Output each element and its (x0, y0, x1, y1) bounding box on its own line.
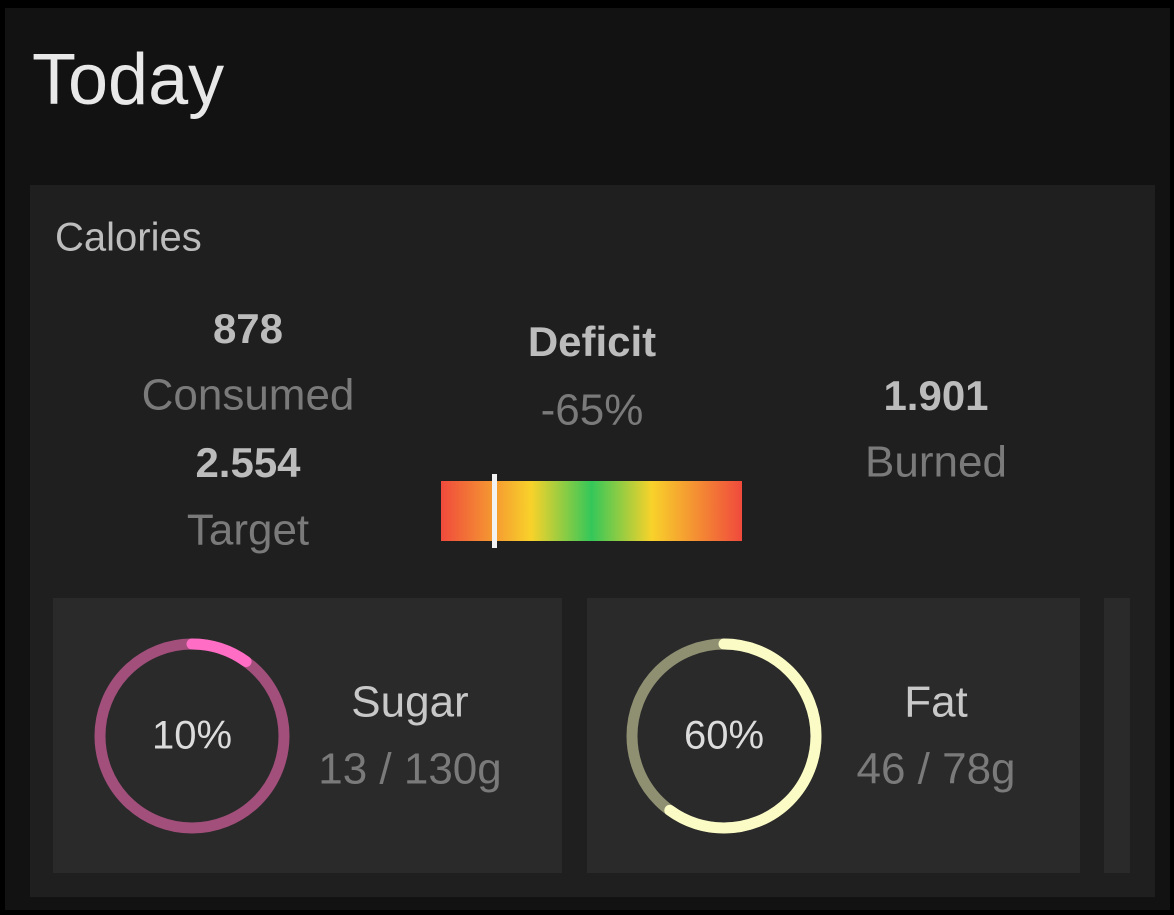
deficit-bar (441, 481, 742, 541)
burned-label: Burned (865, 438, 1007, 487)
macro-card (53, 598, 562, 873)
target-value: 2.554 (195, 439, 301, 486)
consumed-value: 878 (213, 305, 283, 352)
ring-progress (626, 638, 822, 834)
deficit-value: -65% (541, 386, 644, 435)
ring-percent: 60% (684, 714, 764, 758)
consumed-label: Consumed (142, 371, 355, 420)
macro-amount: 13 / 130g (318, 745, 502, 794)
macro-card-partial (1104, 598, 1130, 873)
burned-value: 1.901 (883, 372, 988, 419)
deficit-marker (492, 474, 497, 548)
card-title: Calories (55, 216, 202, 260)
ring-progress (94, 638, 290, 834)
page-title: Today (32, 40, 224, 120)
macro-name: Sugar (351, 678, 468, 727)
macro-name: Fat (904, 678, 968, 727)
macro-card (587, 598, 1080, 873)
ring-percent: 10% (152, 714, 232, 758)
deficit-label: Deficit (528, 318, 656, 365)
target-label: Target (187, 506, 309, 555)
macro-amount: 46 / 78g (856, 745, 1015, 794)
